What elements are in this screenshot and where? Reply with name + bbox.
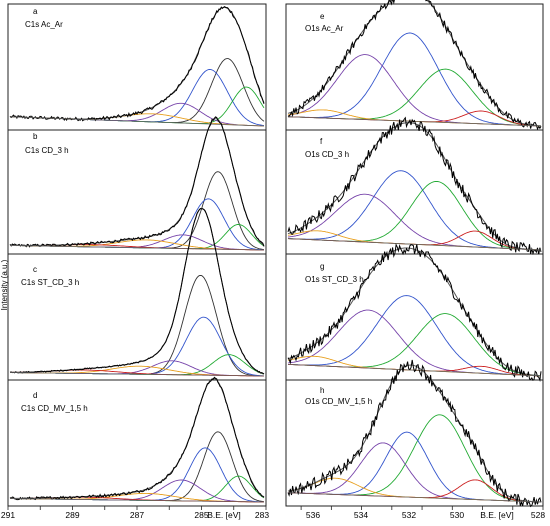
panel-c-raw-spectrum	[9, 207, 265, 375]
panel-f-letter: f	[320, 137, 323, 146]
y-axis-label: Intensity (a.u.)	[0, 259, 9, 310]
right-xtick: 532	[402, 510, 416, 520]
panel-a-letter: a	[33, 7, 38, 16]
panel-c-letter: c	[33, 265, 37, 274]
panel-a-component-1	[9, 69, 265, 126]
panel-h-baseline	[287, 492, 542, 503]
panel-g-raw-spectrum	[287, 243, 542, 383]
left-xtick: 285	[194, 510, 208, 520]
panel-g-letter: g	[320, 262, 324, 271]
panel-c-baseline	[9, 372, 265, 377]
panel-c-title: C1s ST_CD_3 h	[21, 278, 79, 287]
panel-a-title: C1s Ac_Ar	[25, 20, 63, 29]
panel-f-baseline	[287, 238, 542, 251]
right-xtick: 530	[450, 510, 464, 520]
left-xunit-label: B.E. [eV]	[207, 510, 241, 520]
panel-f-title: O1s CD_3 h	[305, 150, 349, 159]
left-xtick: 287	[130, 510, 144, 520]
panel-e-title: O1s Ac_Ar	[305, 24, 344, 33]
panel-b-title: C1s CD_3 h	[25, 146, 69, 155]
panel-b-component-1	[9, 198, 265, 251]
panel-g-fit-envelope	[287, 247, 542, 377]
plots-layer	[9, 0, 542, 508]
right-xunit-label: B.E. [eV]	[480, 510, 514, 520]
panel-d-frame	[7, 379, 267, 507]
panel-a-raw-spectrum	[9, 5, 265, 122]
panel-g-title: O1s ST_CD_3 h	[305, 275, 364, 284]
panel-f-frame	[285, 129, 544, 255]
panel-a-baseline	[9, 116, 265, 127]
panel-e-component-0	[287, 32, 541, 127]
left-xtick: 291	[1, 510, 15, 520]
left-xtick: 289	[65, 510, 79, 520]
panel-d-letter: d	[33, 391, 37, 400]
panel-h-letter: h	[320, 386, 324, 395]
right-xtick: 536	[306, 510, 320, 520]
panel-d-title: C1s CD_MV_1,5 h	[21, 404, 88, 413]
panel-c-frame	[7, 253, 267, 381]
panel-h-component-3	[287, 479, 542, 503]
panel-h-title: O1s CD_MV_1,5 h	[305, 397, 372, 406]
right-xtick: 528	[531, 510, 545, 520]
tick-marks	[7, 506, 544, 510]
right-xtick: 534	[354, 510, 368, 520]
panel-e-frame	[285, 3, 544, 131]
left-xtick: 283	[255, 510, 269, 520]
panel-c-component-0	[10, 274, 265, 377]
panel-h-fit-envelope	[287, 364, 542, 503]
panel-b-letter: b	[33, 132, 38, 141]
panel-f-raw-spectrum	[287, 116, 542, 256]
panel-h-frame	[285, 379, 544, 507]
panel-e-raw-spectrum	[287, 0, 542, 131]
panel-g-frame	[285, 253, 544, 381]
panel-e-letter: e	[320, 12, 325, 21]
panel-b-baseline	[9, 245, 265, 251]
panel-b-raw-spectrum	[9, 116, 265, 248]
panel-h-component-0	[287, 414, 542, 503]
panel-f-fit-envelope	[287, 122, 542, 251]
panel-d-baseline	[9, 498, 265, 503]
panel-d-raw-spectrum	[9, 376, 265, 501]
panel-h-raw-spectrum	[287, 359, 542, 508]
panel-d-fit-envelope	[10, 378, 265, 499]
panel-g-component-0	[288, 295, 542, 377]
